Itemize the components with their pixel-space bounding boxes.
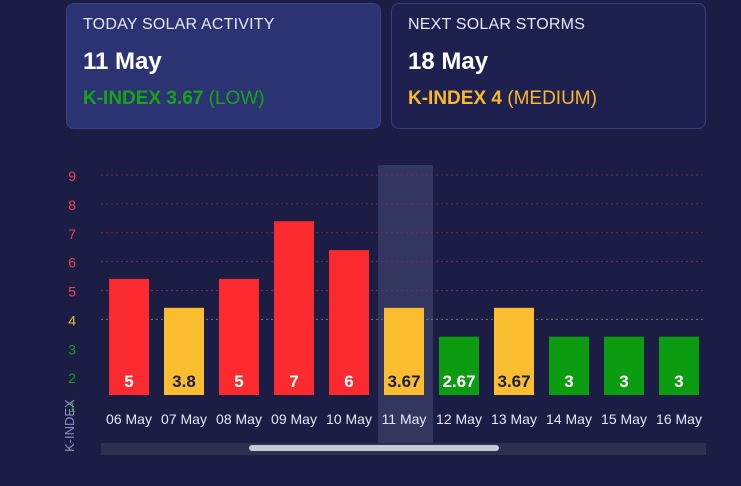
bar-value-label: 3 — [564, 372, 573, 391]
bar — [494, 307, 534, 395]
y-axis-label: K-INDEX — [62, 399, 77, 452]
bar — [274, 221, 314, 395]
highlight-column — [378, 165, 433, 443]
horizontal-scrollbar-thumb[interactable] — [249, 445, 499, 451]
x-tick-label: 16 May — [656, 411, 702, 427]
bar — [384, 307, 424, 395]
x-tick-label: 15 May — [601, 411, 647, 427]
bar — [219, 278, 259, 395]
today-card-date: 11 May — [83, 48, 162, 75]
next-card-date: 18 May — [408, 48, 489, 75]
y-tick-label: 5 — [68, 284, 76, 300]
next-card-title: NEXT SOLAR STORMS — [408, 16, 586, 33]
bar — [109, 278, 149, 395]
next-k-value: K-INDEX 4 — [408, 88, 502, 109]
next-k-level: (MEDIUM) — [507, 88, 597, 109]
today-k-index: K-INDEX 3.67 (LOW) — [83, 88, 364, 110]
bar-value-label: 3.8 — [172, 372, 196, 391]
bar-value-label: 3.67 — [387, 372, 420, 391]
bar — [549, 336, 589, 395]
bar-value-label: 5 — [124, 372, 133, 391]
y-tick-label: 4 — [68, 312, 76, 328]
bar-value-label: 3 — [674, 372, 683, 391]
bar — [164, 307, 204, 395]
bar — [659, 336, 699, 395]
next-k-index: K-INDEX 4 (MEDIUM) — [408, 88, 689, 110]
bar-value-label: 5 — [234, 372, 243, 391]
y-tick-label: 2 — [68, 370, 76, 386]
bar — [604, 336, 644, 395]
x-tick-label: 09 May — [271, 411, 317, 427]
today-k-level: (LOW) — [208, 88, 265, 109]
bar-value-label: 3 — [619, 372, 628, 391]
bar — [439, 336, 479, 395]
y-tick-label: 6 — [68, 255, 76, 271]
x-tick-label: 06 May — [106, 411, 152, 427]
y-tick-label: 3 — [68, 341, 76, 357]
x-tick-label: 13 May — [491, 411, 537, 427]
k-index-bar-chart: 1 2 3 4 5 6 7 8 9 5 06 May 3.8 07 May 5 08 May 7 09 May 6… — [68, 165, 706, 443]
x-tick-label: 12 May — [436, 411, 482, 427]
x-tick-label: 10 May — [326, 411, 372, 427]
y-tick-label: 8 — [68, 197, 76, 213]
today-card-title: TODAY SOLAR ACTIVITY — [83, 16, 275, 33]
bar-value-label: 6 — [344, 372, 353, 391]
y-tick-label: 9 — [68, 168, 76, 184]
y-tick-label: 1 — [68, 399, 76, 415]
x-tick-label: 14 May — [546, 411, 592, 427]
y-tick-label: 7 — [68, 226, 76, 242]
today-solar-activity-card: TODAY SOLAR ACTIVITY 11 May K-INDEX 3.67… — [66, 3, 381, 129]
x-tick-label: 11 May — [382, 411, 427, 427]
bar-value-label: 2.67 — [442, 372, 475, 391]
bar-value-label: 7 — [289, 372, 298, 391]
bar-value-label: 3.67 — [497, 372, 530, 391]
x-tick-label: 07 May — [161, 411, 207, 427]
bar — [329, 250, 369, 395]
next-solar-storms-card: NEXT SOLAR STORMS 18 May K-INDEX 4 (MEDI… — [391, 3, 706, 129]
x-tick-label: 08 May — [216, 411, 262, 427]
today-k-value: K-INDEX 3.67 — [83, 88, 204, 109]
